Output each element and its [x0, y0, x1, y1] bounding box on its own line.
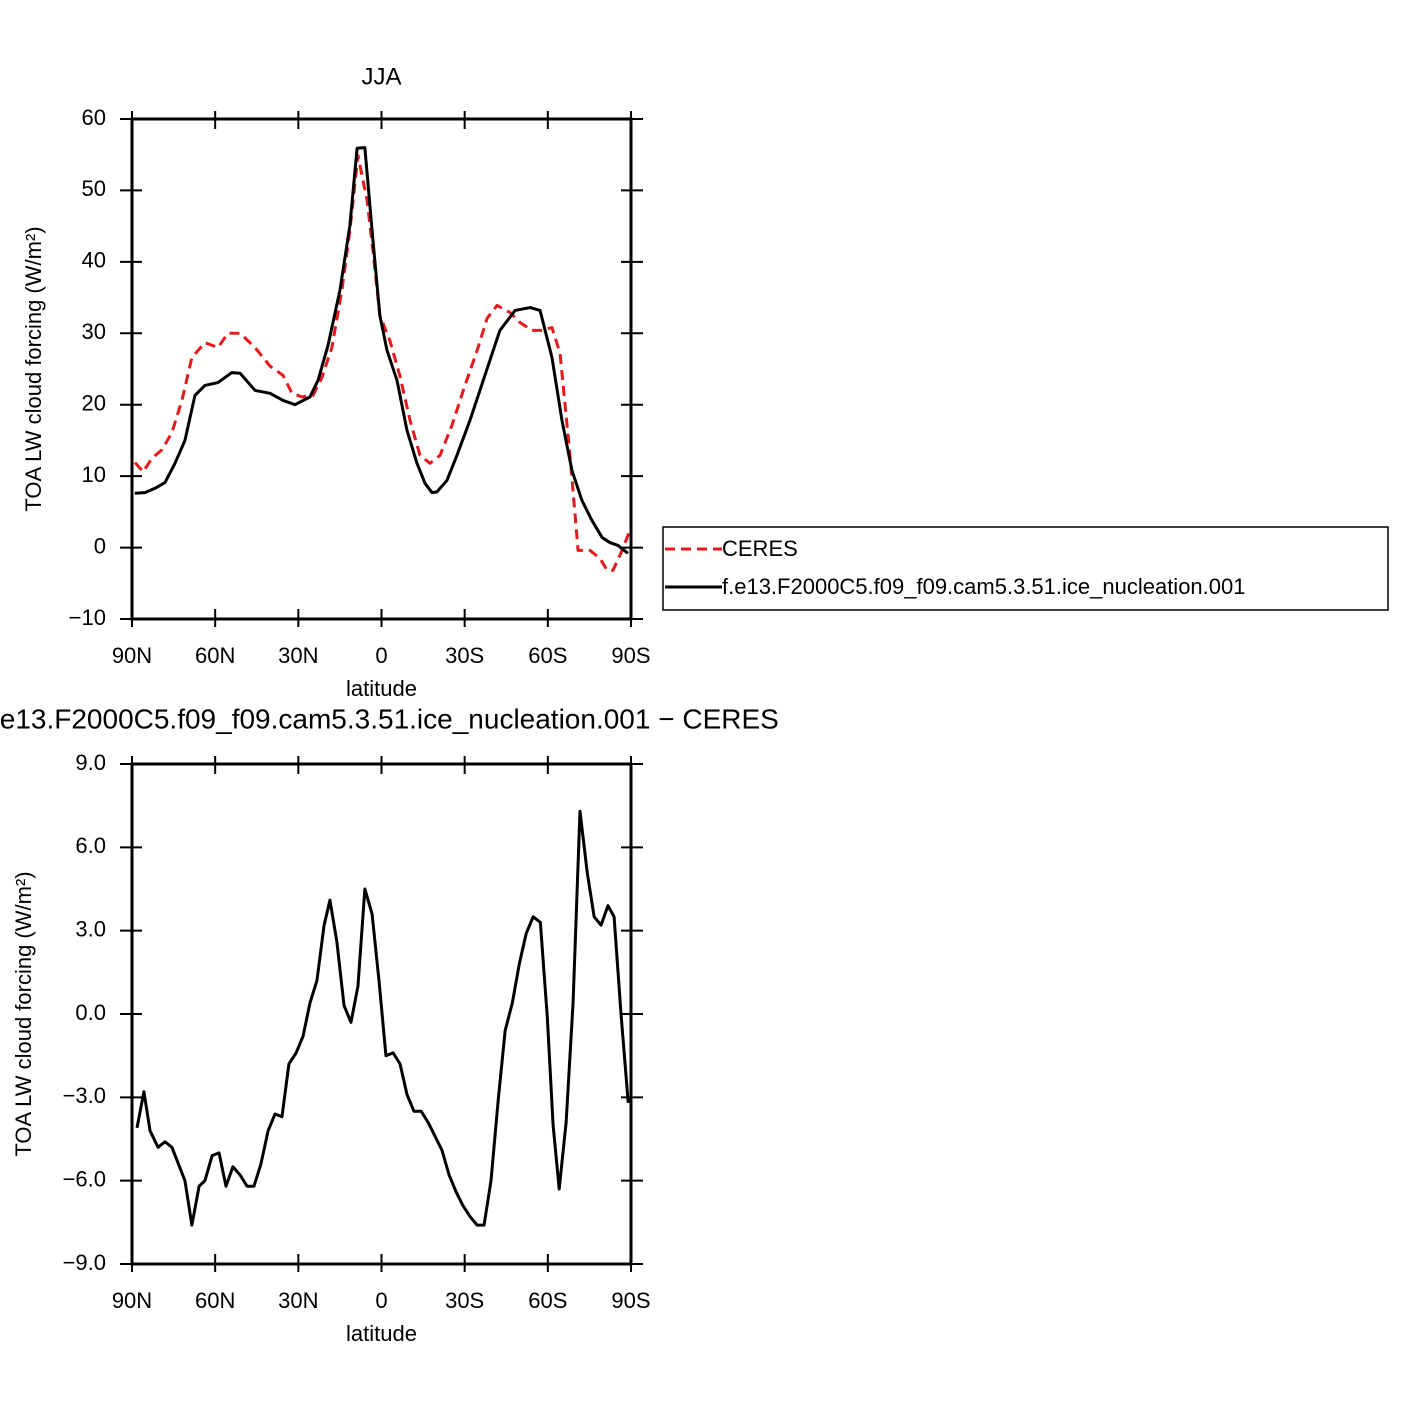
x-tick-label: 60N	[195, 1288, 235, 1313]
x-tick-label: 60S	[528, 643, 567, 668]
x-axis-label: latitude	[346, 1321, 417, 1346]
x-tick-label: 60S	[528, 1288, 567, 1313]
chart-title: JJA	[361, 63, 401, 90]
plot-frame	[130, 117, 633, 621]
y-tick-label: 50	[82, 176, 106, 201]
x-axis-label: latitude	[346, 676, 417, 701]
x-tick-label: 90S	[611, 1288, 650, 1313]
x-tick-label: 90N	[112, 643, 152, 668]
x-tick-label: 30S	[445, 1288, 484, 1313]
y-axis-label: TOA LW cloud forcing (W/m²)	[11, 871, 36, 1156]
y-tick-label: 0.0	[75, 1000, 106, 1025]
y-tick-label: 30	[82, 319, 106, 344]
legend-box	[662, 526, 1389, 611]
y-tick-label: −9.0	[63, 1250, 106, 1275]
data-line	[135, 809, 630, 1227]
x-tick-label: 90N	[112, 1288, 152, 1313]
x-tick-label: 90S	[611, 643, 650, 668]
data-line	[133, 153, 632, 572]
x-tick-label: 30S	[445, 643, 484, 668]
y-tick-label: −10	[69, 605, 106, 630]
legend-label: CERES	[722, 536, 798, 561]
x-tick-label: 60N	[195, 643, 235, 668]
y-tick-label: 40	[82, 248, 106, 273]
x-tick-label: 30N	[278, 643, 318, 668]
x-tick-label: 30N	[278, 1288, 318, 1313]
y-tick-label: 0	[94, 533, 106, 558]
y-tick-label: 6.0	[75, 833, 106, 858]
data-line	[134, 146, 629, 555]
y-tick-label: 9.0	[75, 750, 106, 775]
y-tick-label: −6.0	[63, 1166, 106, 1191]
y-tick-label: 60	[82, 105, 106, 130]
legend-label: f.e13.F2000C5.f09_f09.cam5.3.51.ice_nucl…	[722, 574, 1246, 599]
y-tick-label: 20	[82, 391, 106, 416]
y-tick-label: 3.0	[75, 916, 106, 941]
x-tick-label: 0	[375, 1288, 387, 1313]
chart-title: f.e13.F2000C5.f09_f09.cam5.3.51.ice_nucl…	[0, 703, 779, 734]
x-tick-label: 0	[375, 643, 387, 668]
y-tick-label: 10	[82, 462, 106, 487]
y-axis-label: TOA LW cloud forcing (W/m²)	[21, 226, 46, 511]
y-tick-label: −3.0	[63, 1083, 106, 1108]
